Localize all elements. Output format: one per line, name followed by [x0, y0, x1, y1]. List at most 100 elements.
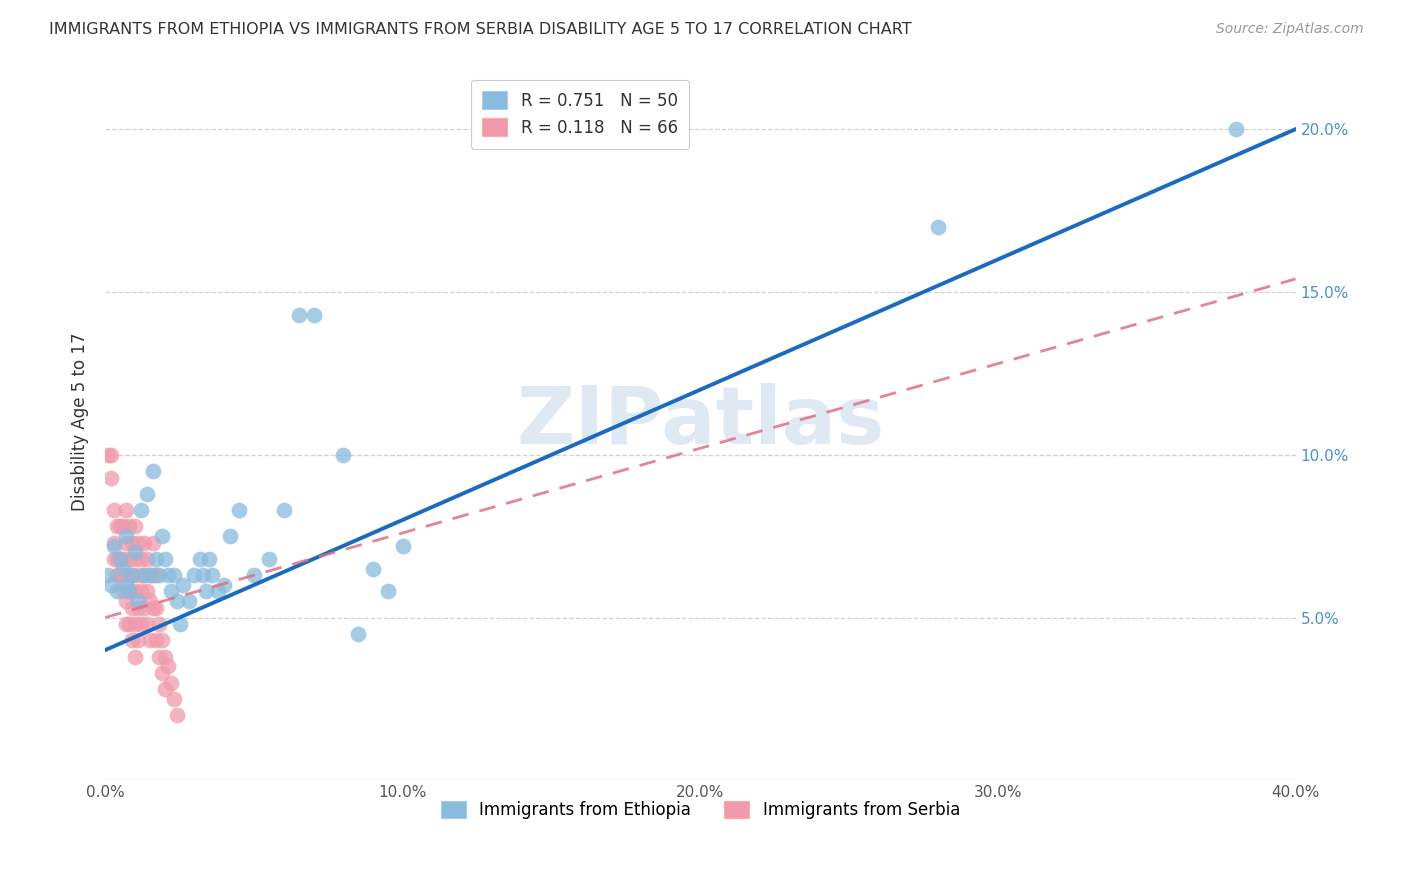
Point	[135, 552, 157, 566]
Point	[127, 633, 149, 648]
Point	[142, 535, 165, 549]
Point	[150, 665, 173, 680]
Point	[103, 539, 125, 553]
Point	[135, 584, 157, 599]
Point	[347, 627, 370, 641]
Point	[103, 503, 125, 517]
Point	[139, 568, 162, 582]
Point	[139, 568, 162, 582]
Point	[124, 519, 146, 533]
Point	[273, 503, 295, 517]
Point	[100, 448, 122, 462]
Point	[129, 617, 152, 632]
Point	[129, 584, 152, 599]
Point	[121, 535, 143, 549]
Point	[287, 308, 309, 322]
Point	[166, 594, 188, 608]
Point	[163, 568, 186, 582]
Point	[121, 568, 143, 582]
Point	[112, 562, 135, 576]
Point	[145, 568, 167, 582]
Point	[112, 552, 135, 566]
Point	[105, 552, 128, 566]
Point	[103, 552, 125, 566]
Point	[115, 594, 138, 608]
Point	[391, 539, 413, 553]
Point	[377, 584, 399, 599]
Point	[148, 649, 170, 664]
Point	[108, 552, 131, 566]
Point	[127, 535, 149, 549]
Point	[153, 649, 176, 664]
Point	[159, 584, 181, 599]
Point	[145, 633, 167, 648]
Point	[100, 578, 122, 592]
Point	[172, 578, 194, 592]
Point	[139, 633, 162, 648]
Point	[97, 568, 120, 582]
Point	[105, 568, 128, 582]
Text: Source: ZipAtlas.com: Source: ZipAtlas.com	[1216, 22, 1364, 37]
Point	[108, 519, 131, 533]
Point	[124, 584, 146, 599]
Point	[135, 617, 157, 632]
Point	[150, 529, 173, 543]
Point	[150, 633, 173, 648]
Point	[145, 600, 167, 615]
Point	[118, 584, 141, 599]
Point	[193, 568, 215, 582]
Point	[332, 448, 354, 462]
Point	[142, 568, 165, 582]
Point	[132, 568, 155, 582]
Point	[121, 568, 143, 582]
Point	[127, 594, 149, 608]
Point	[198, 552, 221, 566]
Point	[127, 568, 149, 582]
Point	[139, 594, 162, 608]
Point	[302, 308, 325, 322]
Point	[118, 584, 141, 599]
Point	[228, 503, 250, 517]
Point	[127, 600, 149, 615]
Point	[142, 600, 165, 615]
Legend: Immigrants from Ethiopia, Immigrants from Serbia: Immigrants from Ethiopia, Immigrants fro…	[434, 794, 967, 826]
Text: IMMIGRANTS FROM ETHIOPIA VS IMMIGRANTS FROM SERBIA DISABILITY AGE 5 TO 17 CORREL: IMMIGRANTS FROM ETHIOPIA VS IMMIGRANTS F…	[49, 22, 912, 37]
Point	[156, 659, 179, 673]
Point	[124, 617, 146, 632]
Point	[100, 470, 122, 484]
Point	[97, 448, 120, 462]
Point	[121, 633, 143, 648]
Point	[243, 568, 266, 582]
Point	[118, 552, 141, 566]
Text: ZIPatlas: ZIPatlas	[516, 384, 884, 461]
Point	[927, 219, 949, 234]
Point	[159, 675, 181, 690]
Point	[361, 562, 384, 576]
Point	[219, 529, 242, 543]
Point	[190, 552, 212, 566]
Point	[124, 552, 146, 566]
Point	[183, 568, 205, 582]
Point	[112, 584, 135, 599]
Point	[115, 529, 138, 543]
Point	[129, 503, 152, 517]
Point	[257, 552, 280, 566]
Point	[121, 600, 143, 615]
Point	[115, 578, 138, 592]
Point	[132, 568, 155, 582]
Point	[153, 682, 176, 697]
Point	[124, 649, 146, 664]
Point	[142, 464, 165, 478]
Point	[166, 708, 188, 723]
Point	[207, 584, 229, 599]
Point	[163, 692, 186, 706]
Point	[115, 503, 138, 517]
Point	[177, 594, 200, 608]
Point	[103, 535, 125, 549]
Point	[105, 584, 128, 599]
Point	[212, 578, 235, 592]
Point	[108, 568, 131, 582]
Point	[1225, 122, 1247, 136]
Point	[145, 552, 167, 566]
Point	[156, 568, 179, 582]
